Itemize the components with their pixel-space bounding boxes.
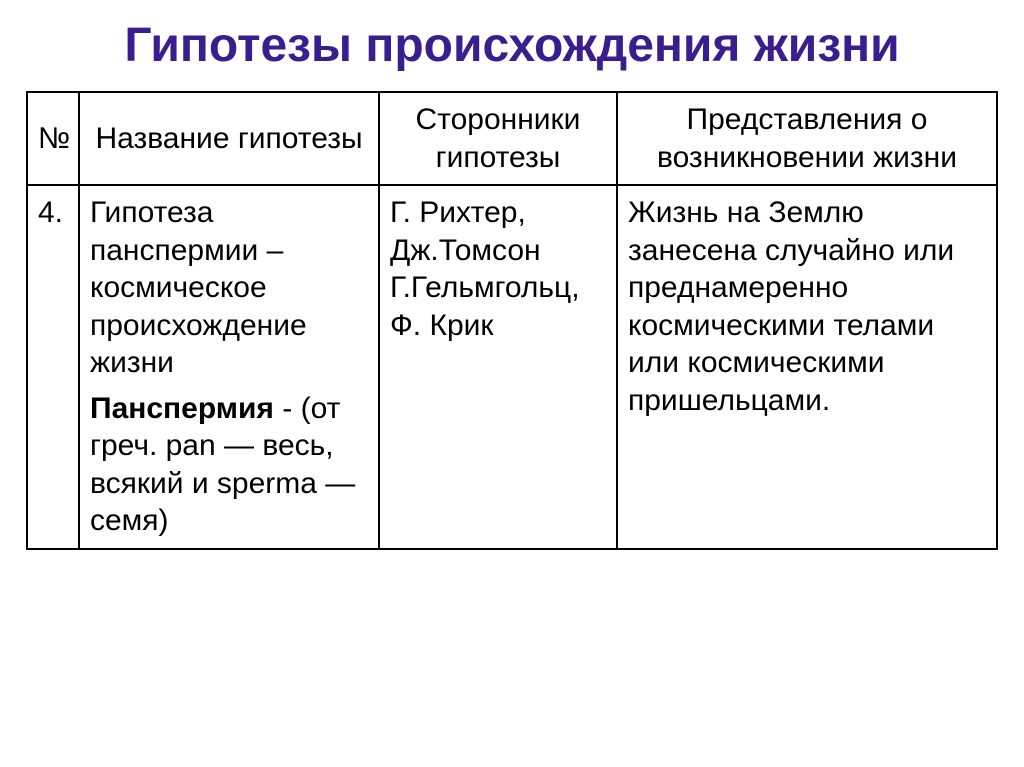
col-header-number: № bbox=[27, 92, 79, 185]
col-header-name: Название гипотезы bbox=[79, 92, 379, 185]
page-title: Гипотезы происхождения жизни bbox=[26, 18, 998, 73]
cell-supporters: Г. Рихтер, Дж.Томсон Г.Гельмгольц, Ф. Кр… bbox=[379, 185, 617, 549]
slide: Гипотезы происхождения жизни № Название … bbox=[0, 0, 1024, 767]
table-row: 4. Гипотеза панспермии – космическое про… bbox=[27, 185, 997, 549]
col-header-supporters: Сторонники гипотезы bbox=[379, 92, 617, 185]
cell-representation: Жизнь на Землю занесена случайно или пре… bbox=[617, 185, 997, 549]
term-bold: Панспермия bbox=[90, 392, 274, 425]
table-header-row: № Название гипотезы Сторонники гипотезы … bbox=[27, 92, 997, 185]
hypothesis-definition: Гипотеза панспермии – космическое происх… bbox=[90, 194, 368, 382]
cell-number: 4. bbox=[27, 185, 79, 549]
cell-hypothesis-name: Гипотеза панспермии – космическое происх… bbox=[79, 185, 379, 549]
col-header-representation: Представления о возникновении жизни bbox=[617, 92, 997, 185]
hypotheses-table: № Название гипотезы Сторонники гипотезы … bbox=[26, 91, 998, 550]
hypothesis-etymology: Панспермия - (от греч. pan — весь, всяки… bbox=[90, 390, 368, 540]
